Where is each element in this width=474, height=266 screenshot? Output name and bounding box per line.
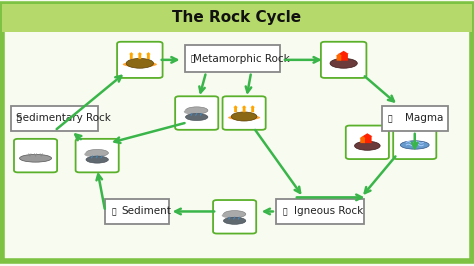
FancyArrow shape (338, 51, 349, 61)
Text: Sedimentary Rock: Sedimentary Rock (16, 113, 111, 123)
FancyArrow shape (146, 52, 151, 59)
FancyArrow shape (233, 105, 238, 112)
Text: Sediment: Sediment (121, 206, 172, 217)
FancyBboxPatch shape (213, 200, 256, 234)
FancyBboxPatch shape (14, 139, 57, 172)
Ellipse shape (223, 211, 246, 218)
Ellipse shape (84, 152, 99, 157)
FancyBboxPatch shape (11, 106, 99, 131)
Ellipse shape (228, 115, 260, 120)
Polygon shape (2, 4, 472, 32)
FancyArrow shape (336, 53, 342, 61)
Text: 🔎: 🔎 (191, 54, 196, 63)
FancyBboxPatch shape (321, 42, 366, 78)
Text: 🔎: 🔎 (388, 114, 392, 123)
Text: Metamorphic Rock: Metamorphic Rock (193, 53, 290, 64)
Ellipse shape (86, 149, 109, 156)
FancyBboxPatch shape (117, 42, 163, 78)
Ellipse shape (401, 141, 429, 149)
Ellipse shape (222, 213, 236, 218)
FancyBboxPatch shape (346, 126, 389, 159)
Ellipse shape (231, 112, 257, 121)
FancyArrow shape (362, 133, 373, 143)
FancyArrow shape (137, 52, 142, 59)
Ellipse shape (223, 217, 246, 224)
Text: 🔎: 🔎 (17, 114, 21, 123)
Ellipse shape (86, 156, 109, 163)
FancyBboxPatch shape (185, 45, 280, 72)
FancyBboxPatch shape (223, 96, 265, 130)
FancyBboxPatch shape (276, 199, 364, 224)
Ellipse shape (19, 154, 52, 162)
FancyBboxPatch shape (175, 96, 218, 130)
Text: 🔎: 🔎 (112, 207, 116, 216)
Ellipse shape (355, 141, 380, 150)
Text: The Rock Cycle: The Rock Cycle (173, 10, 301, 25)
Ellipse shape (184, 109, 198, 114)
FancyArrow shape (242, 105, 246, 112)
Ellipse shape (126, 59, 154, 68)
Ellipse shape (185, 114, 208, 120)
FancyBboxPatch shape (75, 139, 118, 172)
Text: Igneous Rock: Igneous Rock (294, 206, 364, 217)
Ellipse shape (330, 59, 357, 68)
Text: 🔎: 🔎 (283, 207, 287, 216)
Ellipse shape (123, 61, 157, 67)
FancyArrow shape (129, 52, 134, 59)
FancyBboxPatch shape (2, 4, 472, 261)
FancyArrow shape (250, 105, 255, 112)
Text: Magma: Magma (405, 113, 443, 123)
FancyBboxPatch shape (393, 126, 436, 159)
FancyArrow shape (360, 136, 365, 143)
FancyBboxPatch shape (105, 199, 169, 224)
FancyBboxPatch shape (382, 106, 448, 131)
Ellipse shape (185, 107, 208, 114)
